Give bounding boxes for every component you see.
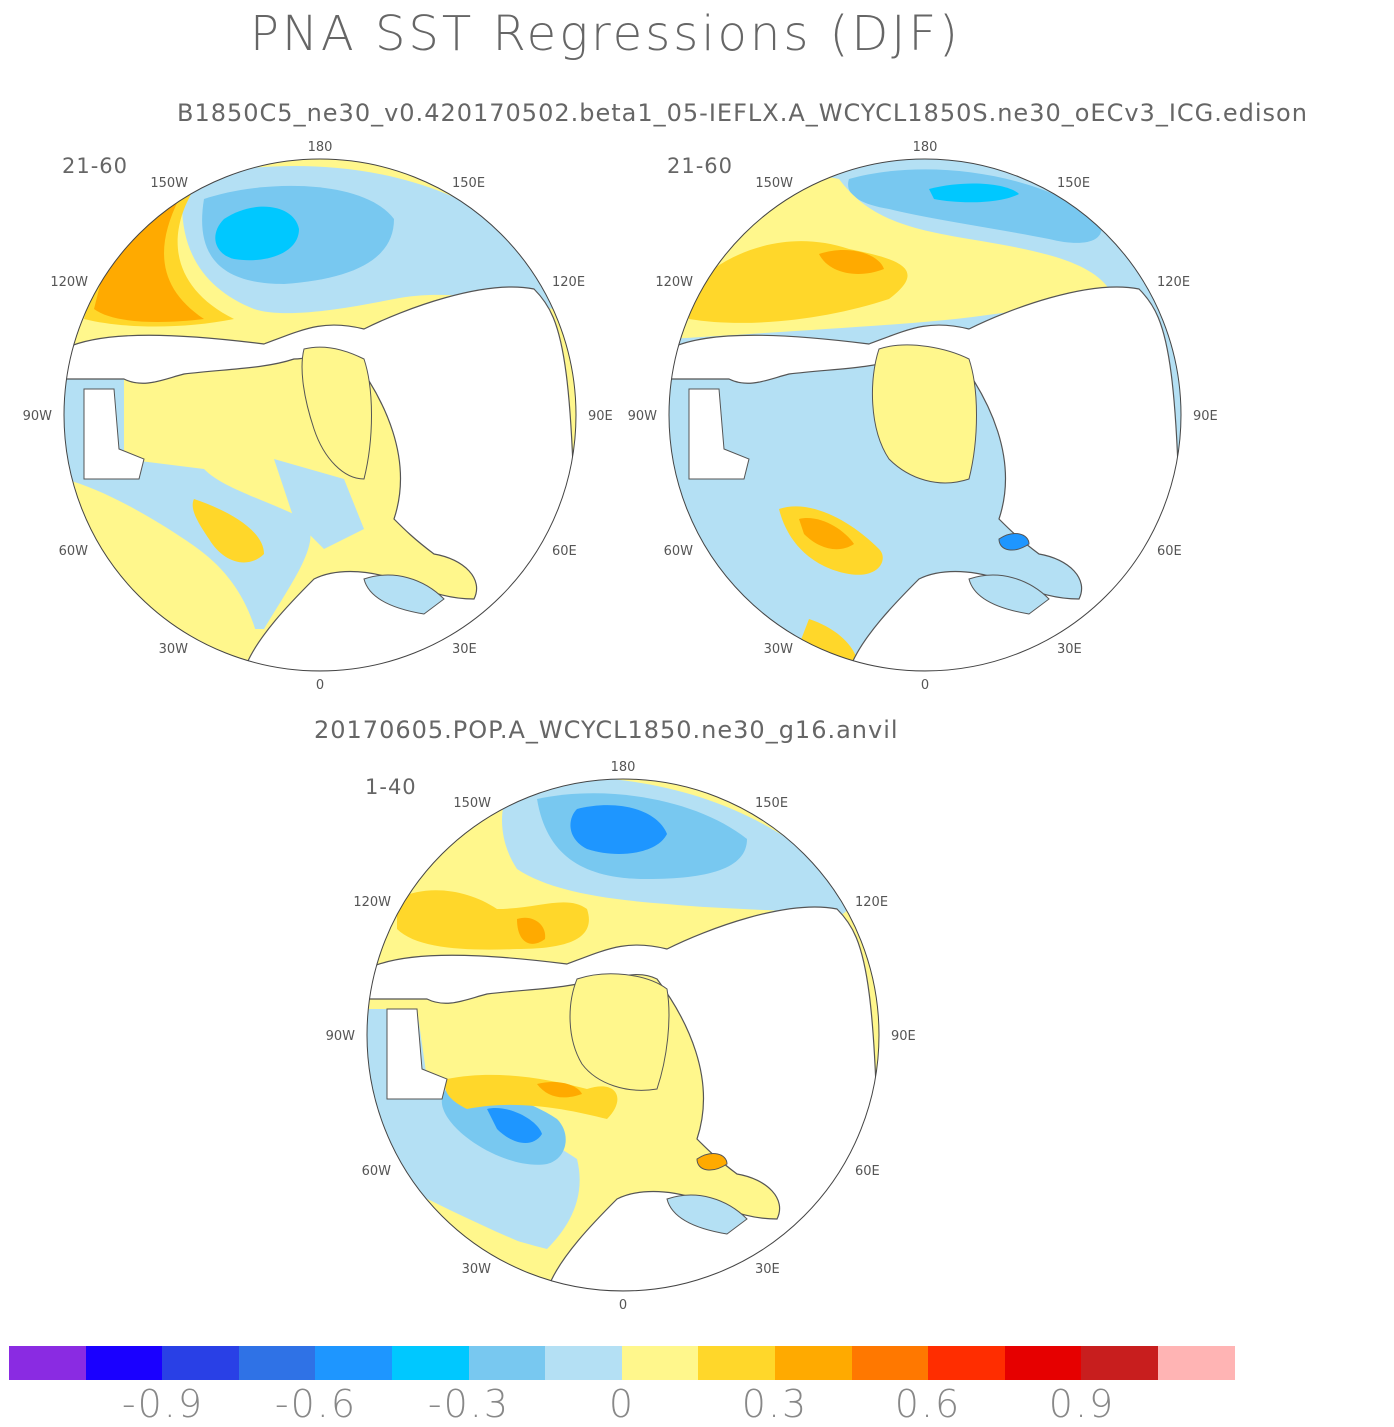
- lon-label-30w: 30W: [462, 1262, 492, 1277]
- polar-map-bottom: 180 150E 120E 90E 60E 30E 0 30W 60W 90W …: [326, 760, 916, 1313]
- ocean-shading: [799, 518, 854, 550]
- lon-label-120w: 120W: [353, 895, 391, 910]
- lon-label-30w: 30W: [159, 642, 189, 657]
- land-mass: [569, 973, 670, 1091]
- lon-label-60e: 60E: [552, 544, 577, 559]
- ocean-shading: [215, 206, 299, 261]
- colorbar-label: -0.6: [274, 1382, 358, 1426]
- colorbar-segment: [391, 1346, 469, 1380]
- lon-label-150w: 150W: [150, 176, 188, 191]
- lon-label-60w: 60W: [362, 1164, 392, 1179]
- lon-label-30e: 30E: [452, 642, 477, 657]
- period-label-left: 21-60: [62, 154, 129, 178]
- bottom-subtitle: 20170605.POP.A_WCYCL1850.ne30_g16.anvil: [314, 716, 899, 744]
- land-mass: [363, 574, 445, 615]
- lon-label-120e: 120E: [552, 275, 585, 290]
- colorbar-segment: [468, 1346, 546, 1380]
- lon-label-60e: 60E: [855, 1164, 880, 1179]
- ocean-shading: [570, 805, 667, 854]
- land-mass: [998, 533, 1030, 551]
- colorbar-label: 0.9: [1048, 1382, 1116, 1426]
- lon-label-150e: 150E: [755, 796, 788, 811]
- land-mass: [666, 1194, 748, 1235]
- ocean-shading: [929, 183, 1019, 203]
- lon-label-0: 0: [619, 1298, 627, 1313]
- colorbar-label: 0.3: [741, 1382, 809, 1426]
- ocean-shading: [537, 1082, 582, 1098]
- ocean-shading: [94, 199, 204, 322]
- lon-label-180: 180: [308, 140, 333, 155]
- figure-title: PNA SST Regressions (DJF): [250, 6, 961, 62]
- colorbar-label: -0.3: [427, 1382, 511, 1426]
- colorbar: [9, 1346, 1235, 1380]
- colorbar-label: 0: [608, 1382, 636, 1426]
- lon-label-180: 180: [611, 760, 636, 775]
- ocean-shading: [445, 1074, 618, 1119]
- land-mass: [688, 388, 750, 480]
- lon-label-90w: 90W: [628, 409, 658, 424]
- top-subtitle: B1850C5_ne30_v0.420170502.beta1_05-IEFLX…: [177, 99, 1308, 127]
- lon-label-60e: 60E: [1157, 544, 1182, 559]
- lon-label-30e: 30E: [755, 1262, 780, 1277]
- colorbar-segment: [774, 1346, 852, 1380]
- lon-label-30e: 30E: [1057, 642, 1082, 657]
- lon-label-150w: 150W: [755, 176, 793, 191]
- lon-label-60w: 60W: [664, 544, 694, 559]
- colorbar-segment: [1081, 1346, 1158, 1380]
- lon-label-0: 0: [921, 678, 929, 693]
- colorbar-segment: [1157, 1346, 1235, 1380]
- lon-label-30w: 30W: [764, 642, 794, 657]
- ocean-shading: [487, 1108, 542, 1144]
- lon-label-90e: 90E: [891, 1029, 916, 1044]
- land-mass: [301, 346, 372, 480]
- land-mass: [83, 388, 145, 480]
- land-mass: [386, 1008, 448, 1100]
- colorbar-segment: [928, 1346, 1005, 1380]
- colorbar-label: 0.6: [894, 1382, 962, 1426]
- lon-label-150w: 150W: [453, 796, 491, 811]
- land-mass: [696, 1153, 728, 1171]
- ocean-shading: [274, 459, 364, 549]
- land-mass: [872, 344, 977, 484]
- period-label-right: 21-60: [667, 154, 734, 178]
- colorbar-segment: [545, 1346, 622, 1380]
- colorbar-segment: [851, 1346, 929, 1380]
- colorbar-segment: [162, 1346, 239, 1380]
- colorbar-segment: [85, 1346, 163, 1380]
- lon-label-180: 180: [913, 140, 938, 155]
- lon-label-150e: 150E: [452, 176, 485, 191]
- colorbar-segment: [621, 1346, 699, 1380]
- lon-label-120w: 120W: [655, 275, 693, 290]
- lon-label-60w: 60W: [59, 544, 89, 559]
- polar-map-right: 180 150E 120E 90E 60E 30E 0 30W 60W 90W …: [628, 140, 1218, 693]
- lon-label-120w: 120W: [50, 275, 88, 290]
- colorbar-segment: [698, 1346, 775, 1380]
- colorbar-segment: [9, 1346, 86, 1380]
- lon-label-120e: 120E: [855, 895, 888, 910]
- colorbar-label: -0.9: [121, 1382, 205, 1426]
- lon-label-150e: 150E: [1057, 176, 1090, 191]
- colorbar-segment: [1004, 1346, 1082, 1380]
- colorbar-segment: [315, 1346, 392, 1380]
- ocean-shading: [819, 249, 884, 274]
- lon-label-120e: 120E: [1157, 275, 1190, 290]
- period-label-bottom: 1-40: [365, 775, 417, 799]
- lon-label-90e: 90E: [1193, 409, 1218, 424]
- lon-label-90e: 90E: [588, 409, 613, 424]
- ocean-shading: [517, 917, 546, 944]
- polar-map-left: 180 150E 120E 90E 60E 30E 0 30W 60W 90W …: [23, 140, 613, 693]
- lon-label-0: 0: [316, 678, 324, 693]
- lon-label-90w: 90W: [326, 1029, 356, 1044]
- lon-label-90w: 90W: [23, 409, 53, 424]
- ocean-shading: [192, 499, 264, 563]
- land-mass: [968, 574, 1050, 615]
- colorbar-segment: [238, 1346, 316, 1380]
- ocean-shading: [848, 169, 1102, 243]
